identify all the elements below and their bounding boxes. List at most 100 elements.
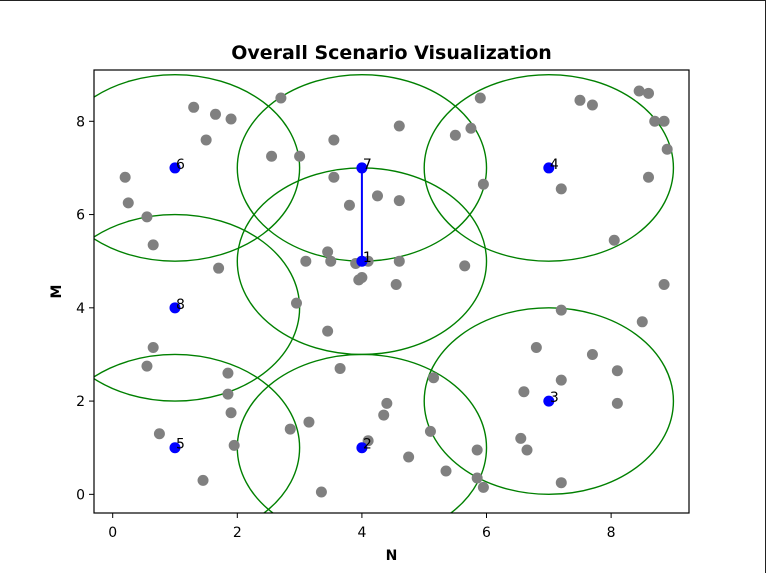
user-point [228,439,240,451]
user-point [371,190,383,202]
user-point [147,239,159,251]
y-tick-label: 4 [76,301,85,317]
user-point [303,416,315,428]
x-axis-label: N [386,548,398,564]
user-point [521,444,533,456]
user-point [378,409,390,421]
user-point [294,150,306,162]
user-point [290,297,302,309]
y-axis-ticks: 0 2 4 6 8 [76,114,94,503]
user-point [586,348,598,360]
user-point [119,171,131,183]
user-point [225,113,237,125]
x-tick-label: 6 [482,525,491,541]
user-point [611,365,623,377]
user-point [147,341,159,353]
user-point [328,134,340,146]
user-point [403,451,415,463]
station-point-2 [356,442,368,454]
station-label-7: 7 [363,157,372,173]
x-tick-label: 4 [357,525,366,541]
user-point [649,115,661,127]
station-label-4: 4 [550,157,559,173]
user-point [325,255,337,267]
station-points [169,162,555,454]
user-point [122,197,134,209]
user-point [153,428,165,440]
user-point [465,122,477,134]
user-point [471,472,483,484]
user-point [471,444,483,456]
user-point [222,367,234,379]
station-point-1 [356,255,368,267]
user-point [515,432,527,444]
coverage-circle-3 [423,307,675,496]
user-point [477,178,489,190]
user-point [141,360,153,372]
user-point [474,92,486,104]
user-point [658,115,670,127]
user-point [200,134,212,146]
user-point [636,316,648,328]
user-point [424,425,436,437]
user-point [459,260,471,272]
station-point-3 [543,395,555,407]
user-point [356,272,368,284]
user-point [449,129,461,141]
station-label-5: 5 [176,437,185,453]
station-point-5 [169,442,181,454]
user-point [188,101,200,113]
user-point [658,279,670,291]
x-tick-label: 2 [233,525,242,541]
user-point [633,85,645,97]
station-label-6: 6 [176,157,185,173]
user-point [393,120,405,132]
y-tick-label: 6 [76,208,85,224]
user-point [586,99,598,111]
window-top-edge [0,0,766,1]
user-point [343,199,355,211]
user-point [611,397,623,409]
user-point [225,407,237,419]
station-label-1: 1 [363,250,372,266]
coverage-circle-8 [94,213,301,402]
station-point-8 [169,302,181,314]
user-point [608,234,620,246]
user-point [213,262,225,274]
user-point [222,388,234,400]
user-point [381,397,393,409]
user-point [643,87,655,99]
chart-title: Overall Scenario Visualization [231,42,552,64]
user-points [119,85,673,498]
user-point [518,386,530,398]
x-tick-label: 8 [607,525,616,541]
plot-area-frame [93,69,690,514]
y-tick-label: 8 [76,114,85,130]
user-point [661,143,673,155]
x-tick-label: 0 [108,525,117,541]
coverage-circle-5 [94,353,301,513]
station-label-8: 8 [176,297,185,313]
y-axis-label: M [49,285,65,299]
user-point [315,486,327,498]
user-point [555,477,567,489]
user-point [574,94,586,106]
user-point [555,183,567,195]
user-point [284,423,296,435]
user-point [393,255,405,267]
station-label-3: 3 [550,390,559,406]
user-point [393,195,405,207]
user-point [141,211,153,223]
user-point [555,374,567,386]
user-point [275,92,287,104]
user-point [555,304,567,316]
x-axis-ticks: 0 2 4 6 8 [108,513,616,541]
user-point [322,325,334,337]
station-label-2: 2 [363,437,372,453]
user-point [428,372,440,384]
user-point [266,150,278,162]
user-point [530,341,542,353]
station-point-6 [169,162,181,174]
user-point [643,171,655,183]
